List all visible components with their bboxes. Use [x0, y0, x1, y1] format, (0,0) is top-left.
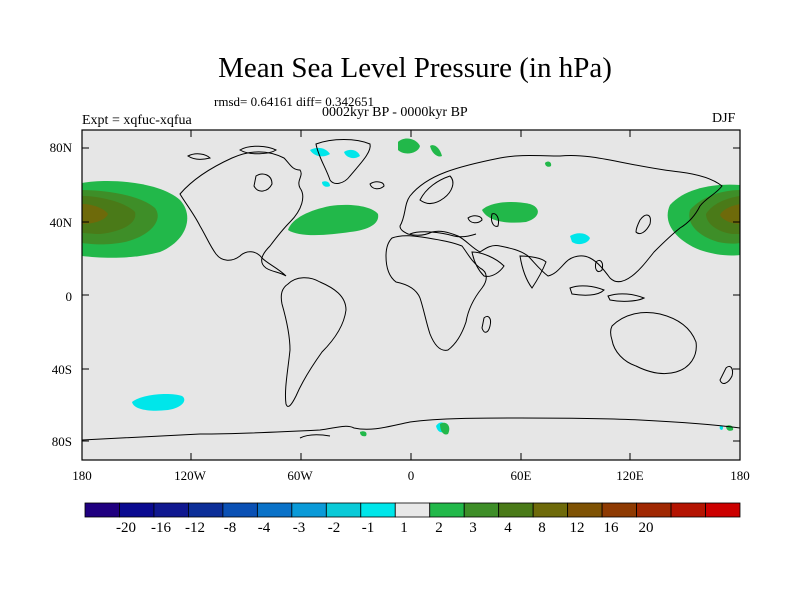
anomaly-region-positive — [440, 422, 450, 435]
colorbar-label: 12 — [569, 520, 585, 536]
coastline-north-america — [179, 151, 304, 277]
coastline-japan — [635, 214, 651, 235]
coastline-arctic-islands — [187, 153, 211, 160]
anomaly-region-positive — [82, 196, 136, 234]
colorbar-label: -8 — [223, 520, 237, 536]
colorbar-label: -4 — [257, 520, 271, 536]
anomaly-region-positive — [82, 204, 108, 224]
coastline-mediterranean — [409, 231, 477, 238]
colorbar-swatch — [601, 502, 637, 518]
anomaly-region-positive — [545, 161, 552, 167]
anomaly-region-positive — [360, 431, 367, 437]
coastline-black-sea — [467, 215, 483, 224]
colorbar-label: 1 — [400, 520, 408, 536]
anomaly-region-positive — [482, 202, 538, 223]
colorbar-label: -3 — [292, 520, 306, 536]
colorbar-swatch — [119, 502, 155, 518]
y-tick-label: 0 — [65, 289, 73, 304]
coastline-antarctic-peninsula — [299, 434, 331, 439]
anomaly-region-negative — [570, 233, 590, 245]
coastline-indonesia — [607, 293, 646, 302]
anomaly-region-negative — [719, 425, 724, 430]
anomaly-region-negative — [310, 147, 330, 157]
y-tick-label: 40N — [49, 215, 72, 230]
coastline-iceland — [369, 181, 385, 190]
colorbar-label: -1 — [361, 520, 375, 536]
y-tick-label: 80N — [49, 140, 72, 155]
axis-ticks — [82, 130, 740, 460]
colorbar-swatch — [670, 502, 706, 518]
anomaly-region-negative — [322, 181, 330, 187]
coastline-south-america — [280, 277, 347, 407]
colorbar-label: -2 — [327, 520, 341, 536]
coastline-india — [519, 255, 547, 289]
season-label: DJF — [712, 111, 736, 126]
colorbar-label: 20 — [638, 520, 654, 536]
coastline-scandinavia — [419, 175, 454, 205]
colorbar-swatch — [498, 502, 534, 518]
colorbar-swatch — [705, 502, 741, 518]
anomaly-region-negative — [344, 149, 360, 159]
anomaly-region-positive — [288, 204, 379, 236]
colorbar-swatch — [636, 502, 672, 518]
colorbar-swatch — [84, 502, 120, 518]
coastlines — [82, 139, 740, 441]
coastline-arctic-islands — [239, 145, 277, 155]
colorbar-swatch — [429, 502, 465, 518]
anomaly-region-negative — [132, 394, 185, 411]
colorbar-swatch — [567, 502, 603, 518]
coastline-antarctica — [82, 417, 740, 441]
colorbar-swatch — [394, 502, 431, 518]
x-tick-label: 60E — [510, 468, 532, 483]
x-tick-label: 120E — [616, 468, 644, 483]
period-label: 0002kyr BP - 0000kyr BP — [322, 105, 468, 120]
colorbar-label: 8 — [538, 520, 546, 536]
colorbar-label: 3 — [469, 520, 477, 536]
coastline-hudson-bay — [253, 173, 273, 192]
colorbar-label: 16 — [603, 520, 619, 536]
map-background — [82, 130, 740, 460]
colorbar-swatch — [325, 502, 362, 518]
x-tick-label: 60W — [287, 468, 313, 483]
colorbar-label: 2 — [435, 520, 443, 536]
colorbar-label: -20 — [116, 520, 136, 536]
colorbar-swatch — [291, 502, 327, 518]
coastline-new-zealand — [719, 365, 733, 384]
anomaly-region-positive — [430, 145, 442, 157]
experiment-label: Expt = xqfuc-xqfua — [82, 113, 192, 128]
x-tick-label: 120W — [174, 468, 206, 483]
anomaly-region-positive — [720, 204, 740, 224]
colorbar-swatch — [256, 502, 293, 518]
coastline-indonesia — [569, 285, 605, 296]
anomaly-region-positive — [398, 138, 420, 154]
coastline-eurasia — [399, 155, 723, 283]
coastline-arabia — [471, 251, 505, 277]
colorbar-label: -16 — [151, 520, 171, 536]
coastline-greenland — [315, 139, 371, 184]
x-tick-label: 180 — [730, 468, 750, 483]
colorbar — [84, 502, 741, 518]
colorbar-swatch — [188, 502, 224, 518]
coastline-caspian-sea — [491, 213, 499, 227]
coastline-madagascar — [481, 315, 491, 333]
x-tick-label: 0 — [407, 468, 415, 483]
colorbar-swatch — [153, 502, 189, 518]
colorbar-label: 4 — [504, 520, 512, 536]
colorbar-swatch — [463, 502, 500, 518]
y-tick-label: 80S — [51, 434, 72, 449]
x-tick-label: 180 — [72, 468, 92, 483]
coastline-philippines — [595, 259, 603, 273]
colorbar-swatch — [360, 502, 396, 518]
coastline-australia — [610, 312, 697, 375]
coastline-africa — [385, 235, 487, 351]
anomaly-fill-layer — [82, 138, 740, 437]
map-title: Mean Sea Level Pressure (in hPa) — [218, 52, 612, 84]
y-tick-label: 40S — [51, 362, 72, 377]
colorbar-swatch — [222, 502, 258, 518]
colorbar-swatch — [532, 502, 569, 518]
colorbar-label: -12 — [185, 520, 205, 536]
stats-label: rmsd= 0.64161 diff= 0.342651 — [214, 94, 374, 109]
